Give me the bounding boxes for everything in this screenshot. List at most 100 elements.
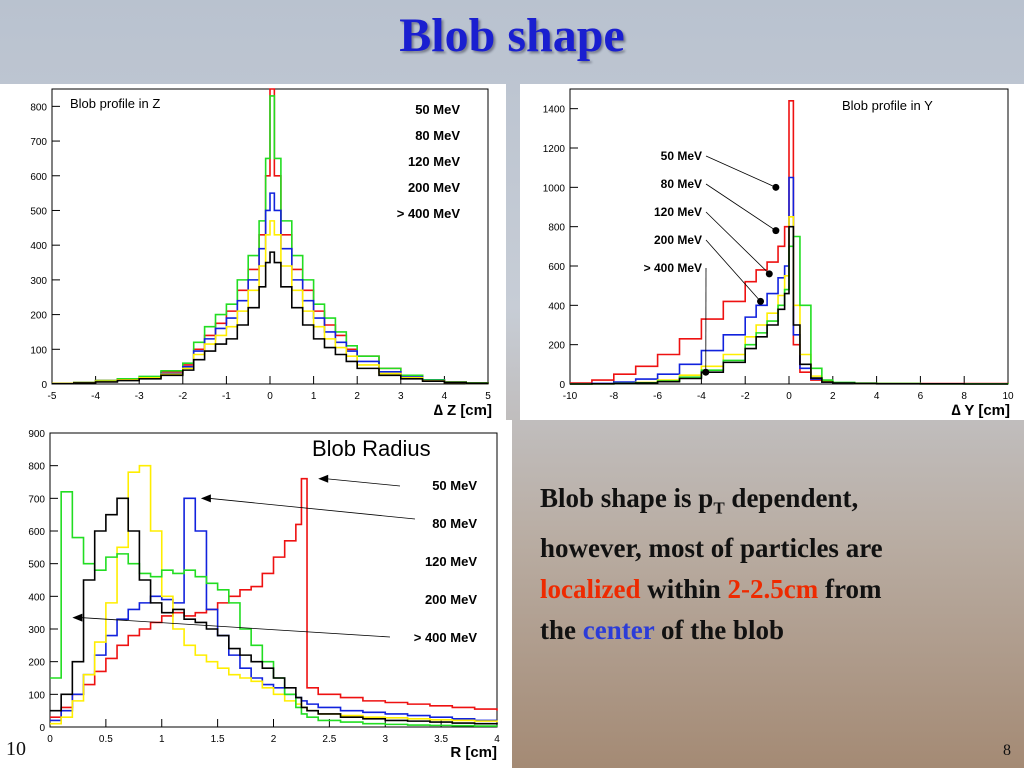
chart-title: Blob profile in Z xyxy=(70,96,160,111)
x-tick-label: -4 xyxy=(91,391,100,402)
legend-label: 50 MeV xyxy=(432,478,477,493)
x-tick-label: 5 xyxy=(485,391,491,402)
legend-label: > 400 MeV xyxy=(644,261,702,275)
desc-line1-a: Blob shape is p xyxy=(540,483,714,513)
x-tick-label: -10 xyxy=(563,391,578,402)
y-tick-label: 300 xyxy=(28,625,45,636)
x-axis-label: R [cm] xyxy=(450,744,497,761)
x-tick-label: 10 xyxy=(1002,391,1014,402)
desc-line2: however, most of particles are xyxy=(540,533,883,564)
x-axis-label: ∆ Y [cm] xyxy=(951,402,1010,419)
y-tick-label: 200 xyxy=(548,341,565,352)
page-number-right: 8 xyxy=(1003,742,1011,759)
pointer-arrowhead xyxy=(757,297,765,305)
legend-pointer xyxy=(326,478,401,487)
y-tick-label: 900 xyxy=(28,429,45,440)
legend-label: 80 MeV xyxy=(415,128,460,143)
y-tick-label: 1400 xyxy=(543,105,566,116)
y-tick-label: 600 xyxy=(30,172,47,183)
pointer-arrowhead xyxy=(772,183,780,191)
y-tick-label: 300 xyxy=(30,276,47,287)
series-line-50-mev xyxy=(50,477,498,718)
x-tick-label: 4 xyxy=(442,391,448,402)
x-tick-label: -5 xyxy=(48,391,57,402)
y-tick-label: 400 xyxy=(28,592,45,603)
series-line--400-mev xyxy=(50,497,498,725)
desc-of-blob: of the blob xyxy=(654,615,784,646)
desc-range: 2-2.5cm xyxy=(727,574,819,605)
legend-label: > 400 MeV xyxy=(397,206,461,221)
x-tick-label: 0 xyxy=(267,391,273,402)
x-tick-label: -6 xyxy=(653,391,662,402)
legend-pointer xyxy=(705,183,777,231)
series-line-80-mev xyxy=(50,497,497,722)
y-tick-label: 700 xyxy=(28,494,45,505)
legend-pointer xyxy=(208,497,416,520)
x-tick-label: 6 xyxy=(918,391,924,402)
x-tick-label: 2 xyxy=(830,391,836,402)
legend-pointer xyxy=(705,155,777,188)
y-tick-label: 600 xyxy=(28,527,45,538)
y-tick-label: 800 xyxy=(30,102,47,113)
pointer-arrowhead xyxy=(318,474,329,483)
legend-label: 50 MeV xyxy=(415,102,460,117)
pointer-arrowhead xyxy=(772,227,780,235)
legend-label: 80 MeV xyxy=(661,177,702,191)
y-tick-label: 200 xyxy=(28,658,45,669)
y-tick-label: 800 xyxy=(28,462,45,473)
chart-blob-radius: 0 100 200 300 400 500 600 700 800 900 0 0.5 1 1.5 2 2.5… xyxy=(0,420,512,768)
legend-label: 200 MeV xyxy=(654,233,702,247)
x-tick-label: -3 xyxy=(135,391,144,402)
x-tick-label: 3 xyxy=(398,391,404,402)
x-tick-label: 1.5 xyxy=(211,734,225,745)
y-tick-label: 800 xyxy=(548,223,565,234)
y-tick-label: 400 xyxy=(548,301,565,312)
legend-label: > 400 MeV xyxy=(414,630,478,645)
x-tick-label: 2 xyxy=(354,391,360,402)
page-number-left: 10 xyxy=(6,738,26,760)
x-axis-label: ∆ Z [cm] xyxy=(434,402,492,419)
desc-from: from xyxy=(818,574,882,605)
x-tick-label: 4 xyxy=(494,734,500,745)
x-tick-label: -4 xyxy=(697,391,706,402)
x-tick-label: 1 xyxy=(159,734,165,745)
legend-label: 200 MeV xyxy=(408,180,460,195)
y-tick-label: 400 xyxy=(30,241,47,252)
desc-within: within xyxy=(640,574,728,605)
y-tick-label: 0 xyxy=(559,380,565,391)
y-tick-label: 100 xyxy=(28,690,45,701)
series-line-120-mev xyxy=(50,464,498,725)
description-text: Blob shape is pT dependent, however, mos… xyxy=(540,478,1010,651)
x-tick-label: 8 xyxy=(961,391,967,402)
x-tick-label: 3 xyxy=(382,734,388,745)
legend-label: 120 MeV xyxy=(654,205,702,219)
series-line--400-mev xyxy=(570,225,1008,385)
chart-blob-profile-y: 0 200 400 600 800 1000 1200 1400 -10 -8 -6 -4 -2 0 2 4 6… xyxy=(520,84,1024,420)
slide-title: Blob shape xyxy=(399,9,625,62)
y-tick-label: 0 xyxy=(39,723,45,734)
x-tick-label: 1 xyxy=(311,391,317,402)
desc-the: the xyxy=(540,615,583,646)
pointer-arrowhead xyxy=(200,494,211,503)
x-tick-label: -8 xyxy=(609,391,618,402)
y-tick-label: 500 xyxy=(28,560,45,571)
x-tick-label: 0 xyxy=(47,734,53,745)
pointer-arrowhead xyxy=(702,368,710,376)
chart-title: Blob Radius xyxy=(312,436,431,461)
x-tick-label: 4 xyxy=(874,391,880,402)
legend-label: 80 MeV xyxy=(432,516,477,531)
x-tick-label: -2 xyxy=(741,391,750,402)
legend-label: 50 MeV xyxy=(661,149,702,163)
legend-pointer xyxy=(705,211,770,275)
pointer-arrowhead xyxy=(72,613,83,622)
legend-pointer xyxy=(80,617,391,638)
x-tick-label: -2 xyxy=(178,391,187,402)
x-tick-label: -1 xyxy=(222,391,231,402)
y-tick-label: 700 xyxy=(30,137,47,148)
y-tick-label: 1200 xyxy=(543,144,566,155)
desc-line1-b: dependent, xyxy=(724,483,859,513)
y-tick-label: 500 xyxy=(30,206,47,217)
pointer-arrowhead xyxy=(765,270,773,278)
y-tick-label: 100 xyxy=(30,345,47,356)
legend-label: 120 MeV xyxy=(425,554,477,569)
